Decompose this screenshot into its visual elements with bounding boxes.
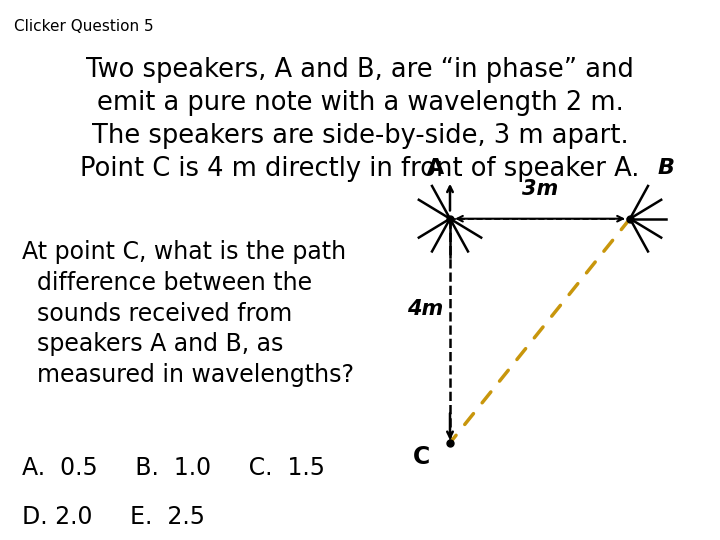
- Text: D. 2.0     E.  2.5: D. 2.0 E. 2.5: [22, 505, 204, 529]
- Text: A.  0.5     B.  1.0     C.  1.5: A. 0.5 B. 1.0 C. 1.5: [22, 456, 325, 480]
- Text: At point C, what is the path
  difference between the
  sounds received from
  s: At point C, what is the path difference …: [22, 240, 354, 387]
- Text: Clicker Question 5: Clicker Question 5: [14, 19, 154, 34]
- Text: 3m: 3m: [522, 179, 558, 199]
- Text: Two speakers, A and B, are “in phase” and
emit a pure note with a wavelength 2 m: Two speakers, A and B, are “in phase” an…: [81, 57, 639, 181]
- Text: A: A: [427, 158, 444, 178]
- Text: 4m: 4m: [407, 299, 443, 319]
- Text: C: C: [413, 446, 430, 469]
- Text: B: B: [657, 158, 675, 178]
